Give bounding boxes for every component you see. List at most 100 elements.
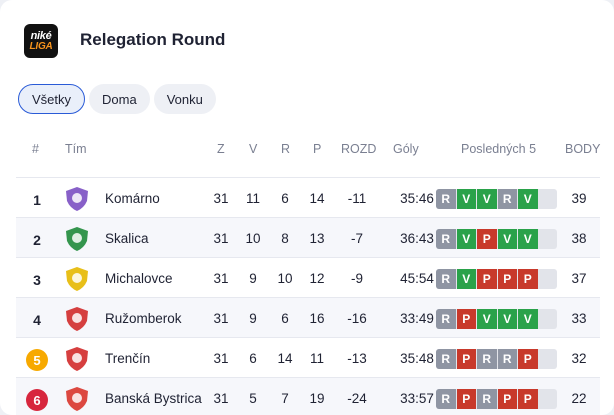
form-badge[interactable]: P <box>518 269 538 289</box>
cell-p: 13 <box>309 231 325 246</box>
form-badge[interactable]: P <box>477 269 497 289</box>
team-crest-icon <box>66 227 88 251</box>
cell-r: 10 <box>277 271 293 286</box>
team-crest-icon <box>66 187 88 211</box>
tab-away[interactable]: Vonku <box>153 84 216 114</box>
cell-points: 22 <box>571 391 587 406</box>
cell-v: 9 <box>249 271 257 286</box>
cell-p: 12 <box>309 271 325 286</box>
team-crest-icon <box>66 307 88 331</box>
form-badge[interactable]: P <box>456 309 476 329</box>
form-badge[interactable]: V <box>518 229 538 249</box>
cell-goals: 36:43 <box>400 231 434 246</box>
form-badge[interactable]: R <box>436 349 456 369</box>
col-last5: Posledných 5 <box>461 142 537 156</box>
cell-p: 14 <box>309 191 325 206</box>
team-name[interactable]: Skalica <box>105 231 149 246</box>
table-row[interactable]: 5 Trenčín 31 6 14 11 -13 35:48 R P R R P 32 <box>16 337 600 377</box>
tab-home[interactable]: Doma <box>89 84 150 114</box>
form-badge[interactable]: V <box>518 189 538 209</box>
cell-z: 31 <box>213 231 229 246</box>
tab-all[interactable]: Všetky <box>18 84 86 114</box>
form-badge[interactable]: R <box>436 269 456 289</box>
form-badge[interactable]: V <box>477 309 497 329</box>
team-crest-icon <box>66 267 88 291</box>
cell-goals: 35:46 <box>400 191 434 206</box>
cell-p: 16 <box>309 311 325 326</box>
cell-points: 37 <box>571 271 587 286</box>
team-name[interactable]: Banská Bystrica <box>105 391 202 406</box>
form-badge[interactable]: V <box>456 189 476 209</box>
cell-diff: -13 <box>347 351 367 366</box>
form-badge[interactable]: R <box>477 349 497 369</box>
form-badge[interactable]: V <box>497 229 517 249</box>
form-badge[interactable]: R <box>477 389 497 409</box>
cell-goals: 35:48 <box>400 351 434 366</box>
form-badge[interactable]: P <box>456 389 476 409</box>
row-position: 6 <box>26 389 48 411</box>
team-crest-icon <box>66 347 88 371</box>
team-name[interactable]: Ružomberok <box>105 311 182 326</box>
cell-v: 10 <box>245 231 261 246</box>
table-row[interactable]: 4 Ružomberok 31 9 6 16 -16 33:49 R P V V V 33 <box>16 297 600 337</box>
cell-r: 7 <box>281 391 289 406</box>
form-badge[interactable]: R <box>497 189 517 209</box>
form-badge[interactable]: P <box>497 269 517 289</box>
form-badge[interactable]: P <box>497 389 517 409</box>
cell-z: 31 <box>213 351 229 366</box>
cell-diff: -16 <box>347 311 367 326</box>
table-row[interactable]: 1 Komárno 31 11 6 14 -11 35:46 R V V R V 39 <box>16 177 600 217</box>
cell-points: 38 <box>571 231 587 246</box>
team-crest-icon <box>66 387 88 411</box>
cell-diff: -11 <box>347 191 367 206</box>
cell-z: 31 <box>213 311 229 326</box>
cell-diff: -9 <box>350 271 363 286</box>
col-pos: # <box>32 142 39 156</box>
cell-points: 33 <box>571 311 587 326</box>
table-row[interactable]: 6 Banská Bystrica 31 5 7 19 -24 33:57 R P R P P 22 <box>16 377 600 415</box>
team-name[interactable]: Komárno <box>105 191 160 206</box>
table-row[interactable]: 3 Michalovce 31 9 10 12 -9 45:54 R V P P P 37 <box>16 257 600 297</box>
cell-points: 32 <box>571 351 587 366</box>
league-logo[interactable]: niké LIGA <box>24 24 58 58</box>
cell-r: 6 <box>281 311 289 326</box>
cell-points: 39 <box>571 191 587 206</box>
row-position: 5 <box>26 349 48 371</box>
row-position: 1 <box>33 192 41 208</box>
row-position: 3 <box>33 272 41 288</box>
cell-r: 14 <box>277 351 293 366</box>
team-name[interactable]: Michalovce <box>105 271 173 286</box>
form-badge[interactable]: P <box>456 349 476 369</box>
form-badge[interactable]: V <box>456 269 476 289</box>
form-badge[interactable]: R <box>436 229 456 249</box>
col-team: Tím <box>65 142 87 156</box>
cell-goals: 33:49 <box>400 311 434 326</box>
form-badge[interactable]: P <box>518 389 538 409</box>
form-badge[interactable]: V <box>518 309 538 329</box>
cell-p: 11 <box>309 351 324 366</box>
form-badge[interactable]: R <box>436 189 456 209</box>
form-badge[interactable]: V <box>477 189 497 209</box>
form-badge[interactable]: P <box>518 349 538 369</box>
team-name[interactable]: Trenčín <box>105 351 151 366</box>
form-badge[interactable]: V <box>497 309 517 329</box>
cell-diff: -7 <box>350 231 363 246</box>
form-badge[interactable]: R <box>497 349 517 369</box>
cell-p: 19 <box>309 391 325 406</box>
table-row[interactable]: 2 Skalica 31 10 8 13 -7 36:43 R V P V V 38 <box>16 217 600 257</box>
form-badge[interactable]: P <box>477 229 497 249</box>
cell-z: 31 <box>213 271 229 286</box>
cell-v: 6 <box>249 351 257 366</box>
form-badge[interactable]: R <box>436 309 456 329</box>
filter-tabs: Všetky Doma Vonku <box>18 84 216 114</box>
form-badge[interactable]: R <box>436 389 456 409</box>
page-title: Relegation Round <box>80 30 226 49</box>
col-goals: Góly <box>393 142 419 156</box>
form-badge[interactable]: V <box>456 229 476 249</box>
